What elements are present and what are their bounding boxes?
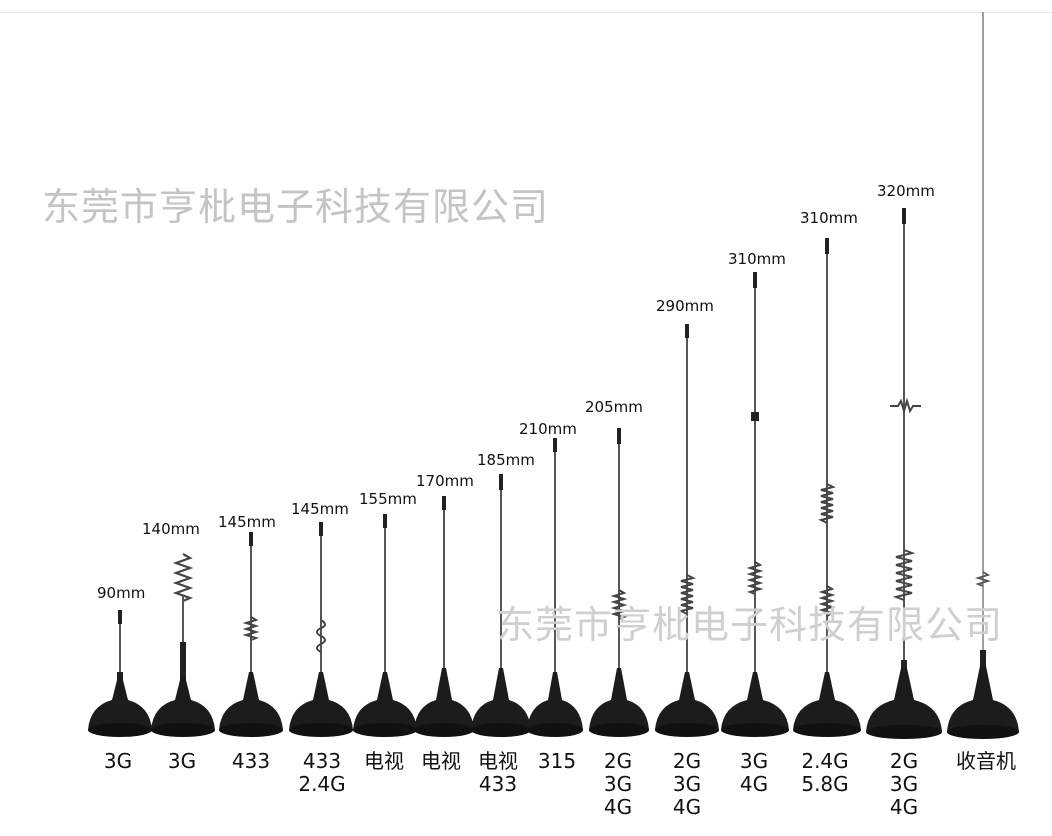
antenna-4: [289, 522, 353, 737]
length-label: 90mm: [97, 584, 146, 602]
band-label: 2G 3G 4G: [672, 749, 702, 819]
antenna-13: [866, 208, 942, 739]
antenna-7: [471, 474, 531, 737]
band-label: 315: [537, 749, 577, 773]
antenna-2: [151, 553, 215, 737]
antenna-8: [527, 438, 583, 737]
antenna-14: [947, 12, 1019, 739]
length-label: 185mm: [477, 451, 535, 469]
length-label: 210mm: [519, 420, 577, 438]
band-label: 收音机: [956, 749, 1016, 773]
length-label: 205mm: [585, 398, 643, 416]
band-label: 433 2.4G: [298, 749, 346, 796]
length-label: 310mm: [728, 250, 786, 268]
band-label: 3G: [103, 749, 133, 773]
band-label: 电视: [364, 749, 404, 773]
band-label: 电视 433: [478, 749, 518, 796]
antenna-10: [655, 324, 719, 737]
band-label: 3G 4G: [739, 749, 769, 796]
length-label: 155mm: [359, 490, 417, 508]
antenna-12: [793, 238, 861, 737]
length-label: 145mm: [291, 500, 349, 518]
antenna-5: [353, 514, 417, 737]
band-label: 2G 3G 4G: [889, 749, 919, 819]
top-divider: [0, 12, 1052, 13]
band-label: 433: [231, 749, 271, 773]
length-label: 290mm: [656, 297, 714, 315]
antenna-9: [589, 428, 649, 737]
length-label: 140mm: [142, 520, 200, 538]
band-label: 3G: [167, 749, 197, 773]
watermark-bottom: 东莞市亨枇电子科技有限公司: [496, 603, 1004, 647]
band-label: 电视: [421, 749, 461, 773]
band-label: 2.4G 5.8G: [801, 749, 849, 796]
band-label: 2G 3G 4G: [603, 749, 633, 819]
length-label: 145mm: [218, 513, 276, 531]
antenna-1: [88, 610, 152, 737]
antenna-6: [414, 496, 474, 737]
watermark-top: 东莞市亨枇电子科技有限公司: [42, 185, 550, 229]
antenna-11: [721, 272, 789, 737]
antenna-3: [219, 532, 283, 737]
length-label: 310mm: [800, 209, 858, 227]
length-label: 320mm: [877, 182, 935, 200]
length-label: 170mm: [416, 472, 474, 490]
